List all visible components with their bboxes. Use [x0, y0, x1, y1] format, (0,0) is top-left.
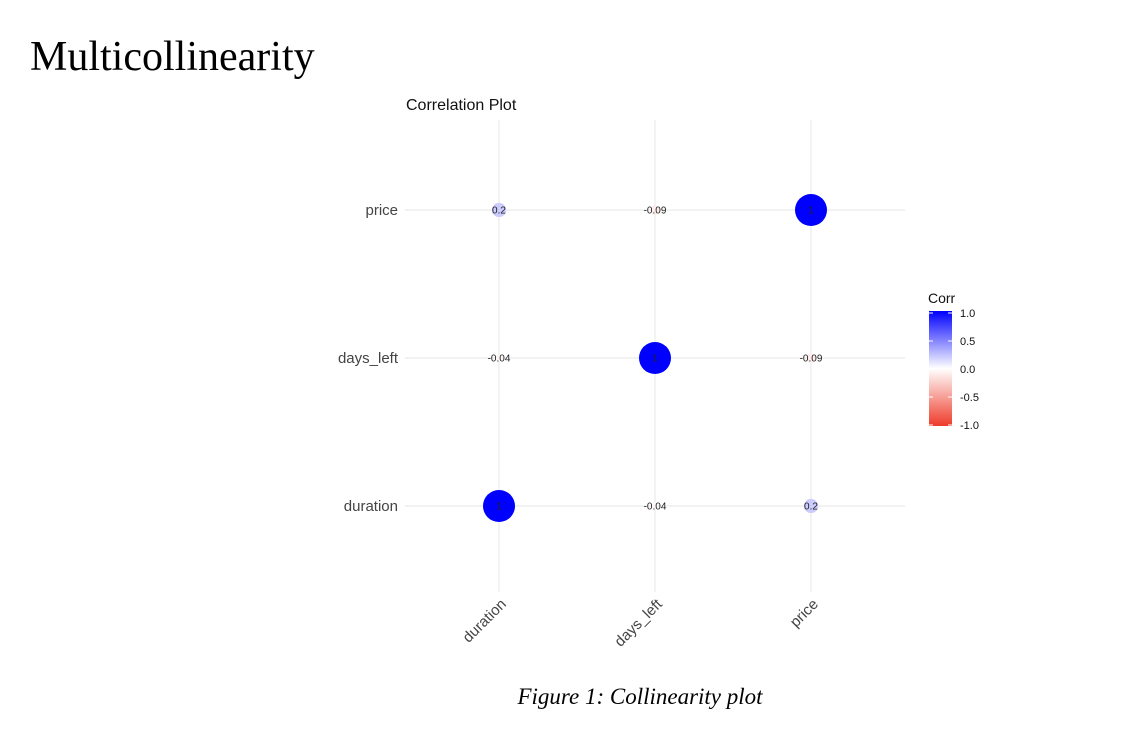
x-tick-price: price	[787, 596, 822, 631]
legend-tick-label: 0.0	[960, 364, 975, 376]
section-heading: Multicollinearity	[30, 34, 315, 80]
corr-label-days_left-days_left: 1	[652, 354, 658, 365]
x-tick-duration: duration	[459, 596, 509, 646]
y-tick-days_left: days_left	[338, 350, 399, 367]
legend-title: Corr	[928, 290, 956, 306]
chart-title: Correlation Plot	[406, 97, 517, 114]
corr-label-price-days_left: -0.09	[644, 206, 667, 217]
corr-circle-price-price	[795, 194, 827, 226]
y-axis-ticks: duration days_left price	[338, 202, 399, 515]
corr-label-days_left-duration: -0.04	[488, 354, 511, 365]
corr-circle-price-days_left	[650, 205, 660, 215]
y-tick-price: price	[365, 202, 398, 219]
corr-circle-duration-days_left	[651, 502, 659, 510]
legend-colorbar	[929, 311, 952, 426]
corr-circle-days_left-duration	[495, 354, 503, 362]
figure-caption: Figure 1: Collinearity plot	[517, 684, 763, 709]
x-tick-days_left: days_left	[611, 595, 666, 650]
correlation-plot: Correlation Plot 1 -0.04 0.2 -0.04 1 -0.09 0.2…	[338, 97, 979, 650]
corr-label-duration-days_left: -0.04	[644, 502, 667, 513]
corr-circle-days_left-days_left	[639, 342, 671, 374]
corr-circle-days_left-price	[806, 353, 816, 363]
corr-label-price-duration: 0.2	[492, 206, 506, 217]
color-legend: Corr 1.0 0.5 0.0 -0.5 -1.0	[928, 290, 979, 432]
corr-circle-price-duration	[491, 202, 507, 218]
corr-label-duration-duration: 1	[496, 502, 502, 513]
legend-tick-label: 0.5	[960, 336, 975, 348]
x-axis-ticks: duration days_left price	[459, 595, 821, 650]
legend-tick-label: 1.0	[960, 308, 975, 320]
legend-ticks: 1.0 0.5 0.0 -0.5 -1.0	[929, 308, 979, 432]
legend-tick-label: -0.5	[960, 392, 979, 404]
corr-circle-duration-price	[803, 498, 819, 514]
plot-marks: 1 -0.04 0.2 -0.04 1 -0.09 0.2 -0.09 1	[483, 194, 827, 522]
corr-label-price-price: 1	[808, 206, 814, 217]
y-tick-duration: duration	[344, 498, 398, 515]
corr-label-duration-price: 0.2	[804, 502, 818, 513]
legend-tick-label: -1.0	[960, 420, 979, 432]
corr-circle-duration-duration	[483, 490, 515, 522]
corr-label-days_left-price: -0.09	[800, 354, 823, 365]
